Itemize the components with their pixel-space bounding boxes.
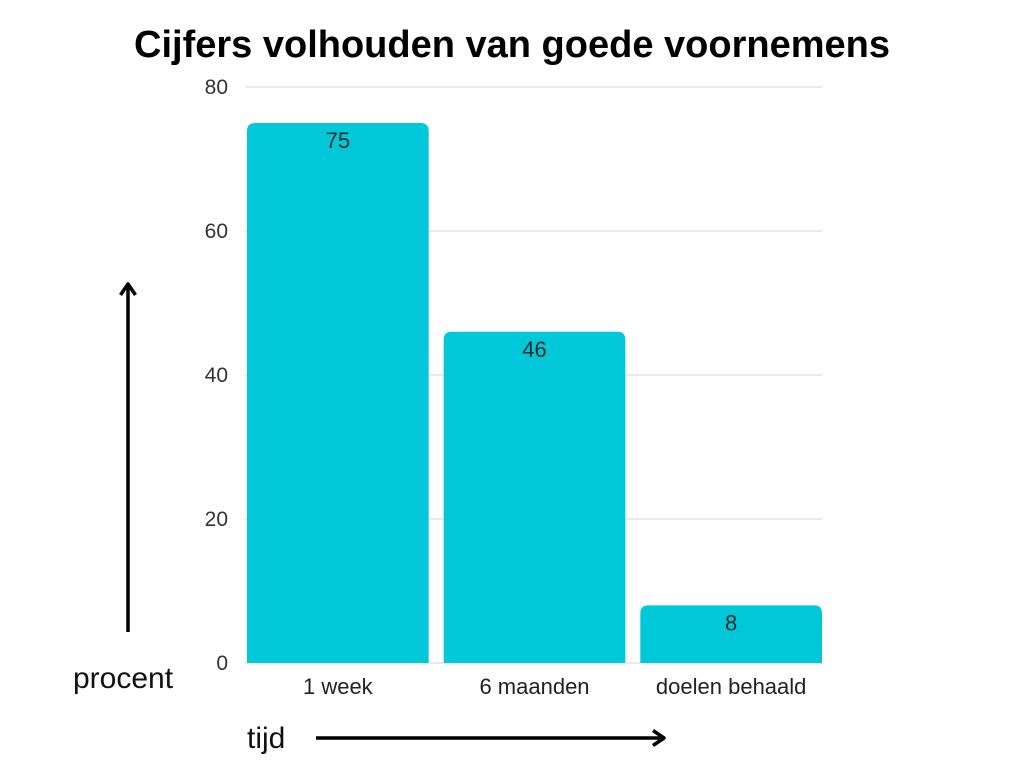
y-axis-label: procent [73,662,174,695]
x-axis-ticks: 1 week 6 maanden doelen behaald [303,674,806,699]
data-label: 75 [326,128,350,153]
arrow-head [652,729,666,747]
y-tick-label: 60 [205,220,228,243]
bar-doelen-behaald [640,605,822,663]
bars [247,123,822,663]
bar-6-maanden [443,331,626,663]
y-tick-label: 20 [205,508,228,531]
arrow-up-icon [119,282,137,632]
x-tick-label: 6 maanden [479,674,589,699]
data-label: 8 [725,610,737,635]
data-labels: 75 46 8 [326,128,738,635]
x-axis-label: tijd [247,722,285,755]
y-tick-label: 0 [216,652,228,675]
y-axis-ticks: 0 20 40 60 80 [205,76,228,675]
y-tick-label: 40 [205,364,228,387]
x-tick-label: doelen behaald [656,674,806,699]
chart-title: Cijfers volhouden van goede voornemens [134,24,890,66]
y-tick-label: 80 [205,76,228,99]
arrow-head [119,282,137,296]
data-label: 46 [522,337,546,362]
arrow-right-icon [316,729,666,747]
x-tick-label: 1 week [303,674,374,699]
bar-1-week [247,123,429,663]
